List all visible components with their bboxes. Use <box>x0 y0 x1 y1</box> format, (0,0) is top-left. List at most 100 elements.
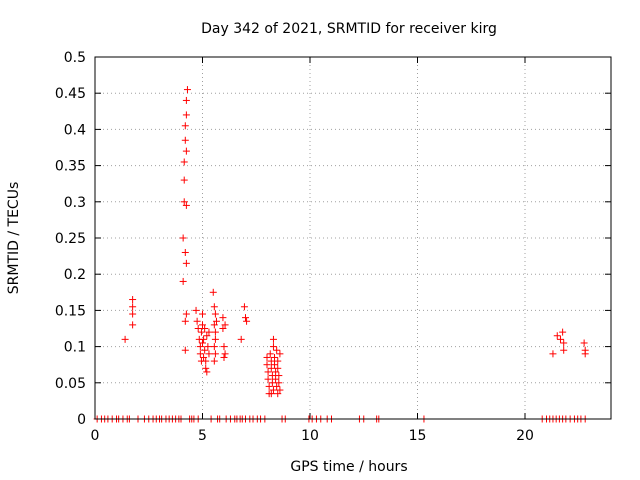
data-point <box>199 310 206 318</box>
data-point <box>199 339 206 347</box>
data-point <box>183 86 191 94</box>
data-point <box>274 364 282 372</box>
x-tick-label: 5 <box>198 428 207 444</box>
data-point <box>209 288 217 296</box>
y-tick-label: 0.15 <box>55 303 86 319</box>
data-point <box>121 335 129 343</box>
data-point <box>200 353 208 361</box>
data-point <box>553 332 561 340</box>
data-point <box>269 343 277 351</box>
data-point <box>196 343 204 351</box>
data-point <box>210 357 218 365</box>
data-point <box>193 317 201 325</box>
data-point <box>265 382 273 390</box>
plot-frame <box>94 56 612 420</box>
data-point <box>192 306 200 314</box>
data-point <box>210 343 218 351</box>
data-point <box>273 382 281 390</box>
data-point <box>203 332 211 340</box>
data-point <box>199 321 206 329</box>
data-point <box>264 375 272 383</box>
data-point <box>237 335 245 343</box>
data-point <box>205 328 213 336</box>
data-point <box>271 353 279 361</box>
data-point <box>181 122 189 130</box>
data-point <box>201 325 209 332</box>
data-point <box>203 368 211 376</box>
data-point <box>272 368 280 376</box>
grid <box>95 57 611 419</box>
data-point <box>197 357 205 365</box>
data-point <box>182 96 190 104</box>
data-point <box>211 350 219 358</box>
data-point <box>181 136 189 144</box>
y-tick-label: 0.25 <box>55 231 86 247</box>
data-point <box>202 364 210 372</box>
data-point <box>267 390 275 398</box>
data-point <box>263 361 271 369</box>
chart-title: Day 342 of 2021, SRMTID for receiver kir… <box>201 21 497 37</box>
data-point <box>129 310 137 318</box>
data-point <box>182 111 190 119</box>
data-point <box>269 386 277 394</box>
data-point <box>276 350 284 358</box>
y-tick-label: 0.5 <box>64 50 86 66</box>
data-point <box>549 350 557 358</box>
y-axis-label: SRMTID / TECUs <box>6 182 22 295</box>
data-point <box>182 201 190 209</box>
data-point <box>180 198 188 206</box>
data-point <box>556 335 564 343</box>
data-point <box>181 346 189 354</box>
data-points <box>93 86 589 423</box>
data-point <box>559 328 567 336</box>
data-point <box>219 325 227 332</box>
data-point <box>182 259 190 267</box>
data-point <box>220 343 228 351</box>
data-point <box>181 317 189 325</box>
data-point <box>204 343 212 351</box>
data-point <box>276 386 284 394</box>
data-point <box>129 303 137 311</box>
data-point <box>264 368 272 376</box>
y-tick-label: 0.05 <box>55 376 86 392</box>
data-point <box>182 310 190 318</box>
data-point <box>220 353 228 361</box>
data-point <box>210 303 218 311</box>
data-point <box>240 303 248 311</box>
data-point <box>219 314 227 322</box>
data-point <box>581 350 589 358</box>
data-point <box>179 277 187 285</box>
data-point <box>268 379 276 387</box>
data-point <box>267 357 275 365</box>
data-point <box>180 176 188 184</box>
data-point <box>242 314 249 322</box>
x-tick-label: 15 <box>409 428 427 444</box>
data-point <box>194 325 202 332</box>
data-point <box>200 335 208 343</box>
data-point <box>180 158 188 166</box>
data-point <box>274 357 282 365</box>
x-tick-label: 20 <box>516 428 534 444</box>
y-tick-label: 0.45 <box>55 86 86 102</box>
data-point <box>580 339 588 347</box>
axis-ticks: 0 0.05 0.1 0.15 0.2 0.25 0.3 0.35 0.4 0.45 0.5 0 5 10… <box>55 50 611 444</box>
data-point <box>211 310 219 318</box>
data-point <box>212 317 220 325</box>
data-point <box>205 350 213 358</box>
data-point <box>210 321 218 329</box>
data-point <box>196 350 204 358</box>
data-point <box>211 335 219 343</box>
y-tick-label: 0.2 <box>64 267 86 283</box>
data-point <box>275 379 283 387</box>
data-point <box>221 350 229 358</box>
data-point <box>269 335 277 343</box>
data-point <box>268 372 276 380</box>
data-point <box>221 321 229 329</box>
data-point <box>179 234 187 242</box>
data-point <box>273 346 281 354</box>
data-point <box>560 346 568 354</box>
y-tick-label: 0.3 <box>64 195 86 211</box>
data-point <box>129 296 137 304</box>
data-point <box>263 353 271 361</box>
data-point <box>271 361 279 369</box>
